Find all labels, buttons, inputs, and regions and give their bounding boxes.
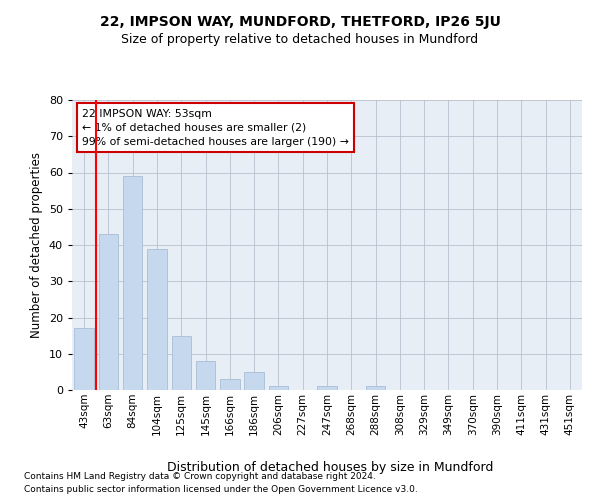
Text: Contains public sector information licensed under the Open Government Licence v3: Contains public sector information licen… [24,485,418,494]
Text: Size of property relative to detached houses in Mundford: Size of property relative to detached ho… [121,32,479,46]
Bar [74,328,94,390]
Bar [317,386,337,390]
Text: Contains HM Land Registry data © Crown copyright and database right 2024.: Contains HM Land Registry data © Crown c… [24,472,376,481]
Bar [196,361,215,390]
Bar [366,386,385,390]
Text: 22 IMPSON WAY: 53sqm
← 1% of detached houses are smaller (2)
99% of semi-detache: 22 IMPSON WAY: 53sqm ← 1% of detached ho… [82,108,349,146]
Bar [99,234,118,390]
Text: 22, IMPSON WAY, MUNDFORD, THETFORD, IP26 5JU: 22, IMPSON WAY, MUNDFORD, THETFORD, IP26… [100,15,500,29]
Y-axis label: Number of detached properties: Number of detached properties [30,152,43,338]
Text: Distribution of detached houses by size in Mundford: Distribution of detached houses by size … [167,461,493,474]
Bar [172,336,191,390]
Bar [123,176,142,390]
Bar [220,379,239,390]
Bar [244,372,264,390]
Bar [269,386,288,390]
Bar [147,248,167,390]
